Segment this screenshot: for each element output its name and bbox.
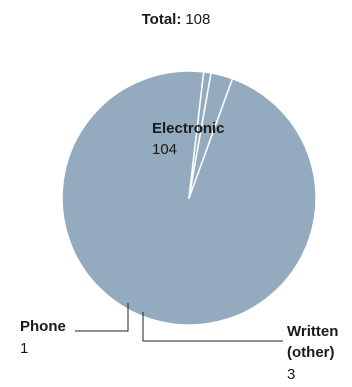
slice-label-written-value: 3	[287, 366, 295, 383]
leader-line-phone	[75, 303, 129, 332]
pie-slices	[61, 70, 317, 326]
leader-line-written	[142, 312, 283, 342]
slice-label-phone-value: 1	[20, 340, 28, 357]
slice-label-electronic-value: 104	[152, 141, 177, 158]
slice-label-written-name-line1: Written	[287, 323, 338, 340]
pie-slice-written-other	[188, 72, 234, 199]
slice-label-electronic-name: Electronic	[152, 120, 225, 137]
slice-label-phone-name: Phone	[20, 318, 66, 335]
chart-title: Total: 108	[142, 11, 211, 28]
slice-label-written-name-line2: (other)	[287, 344, 335, 361]
